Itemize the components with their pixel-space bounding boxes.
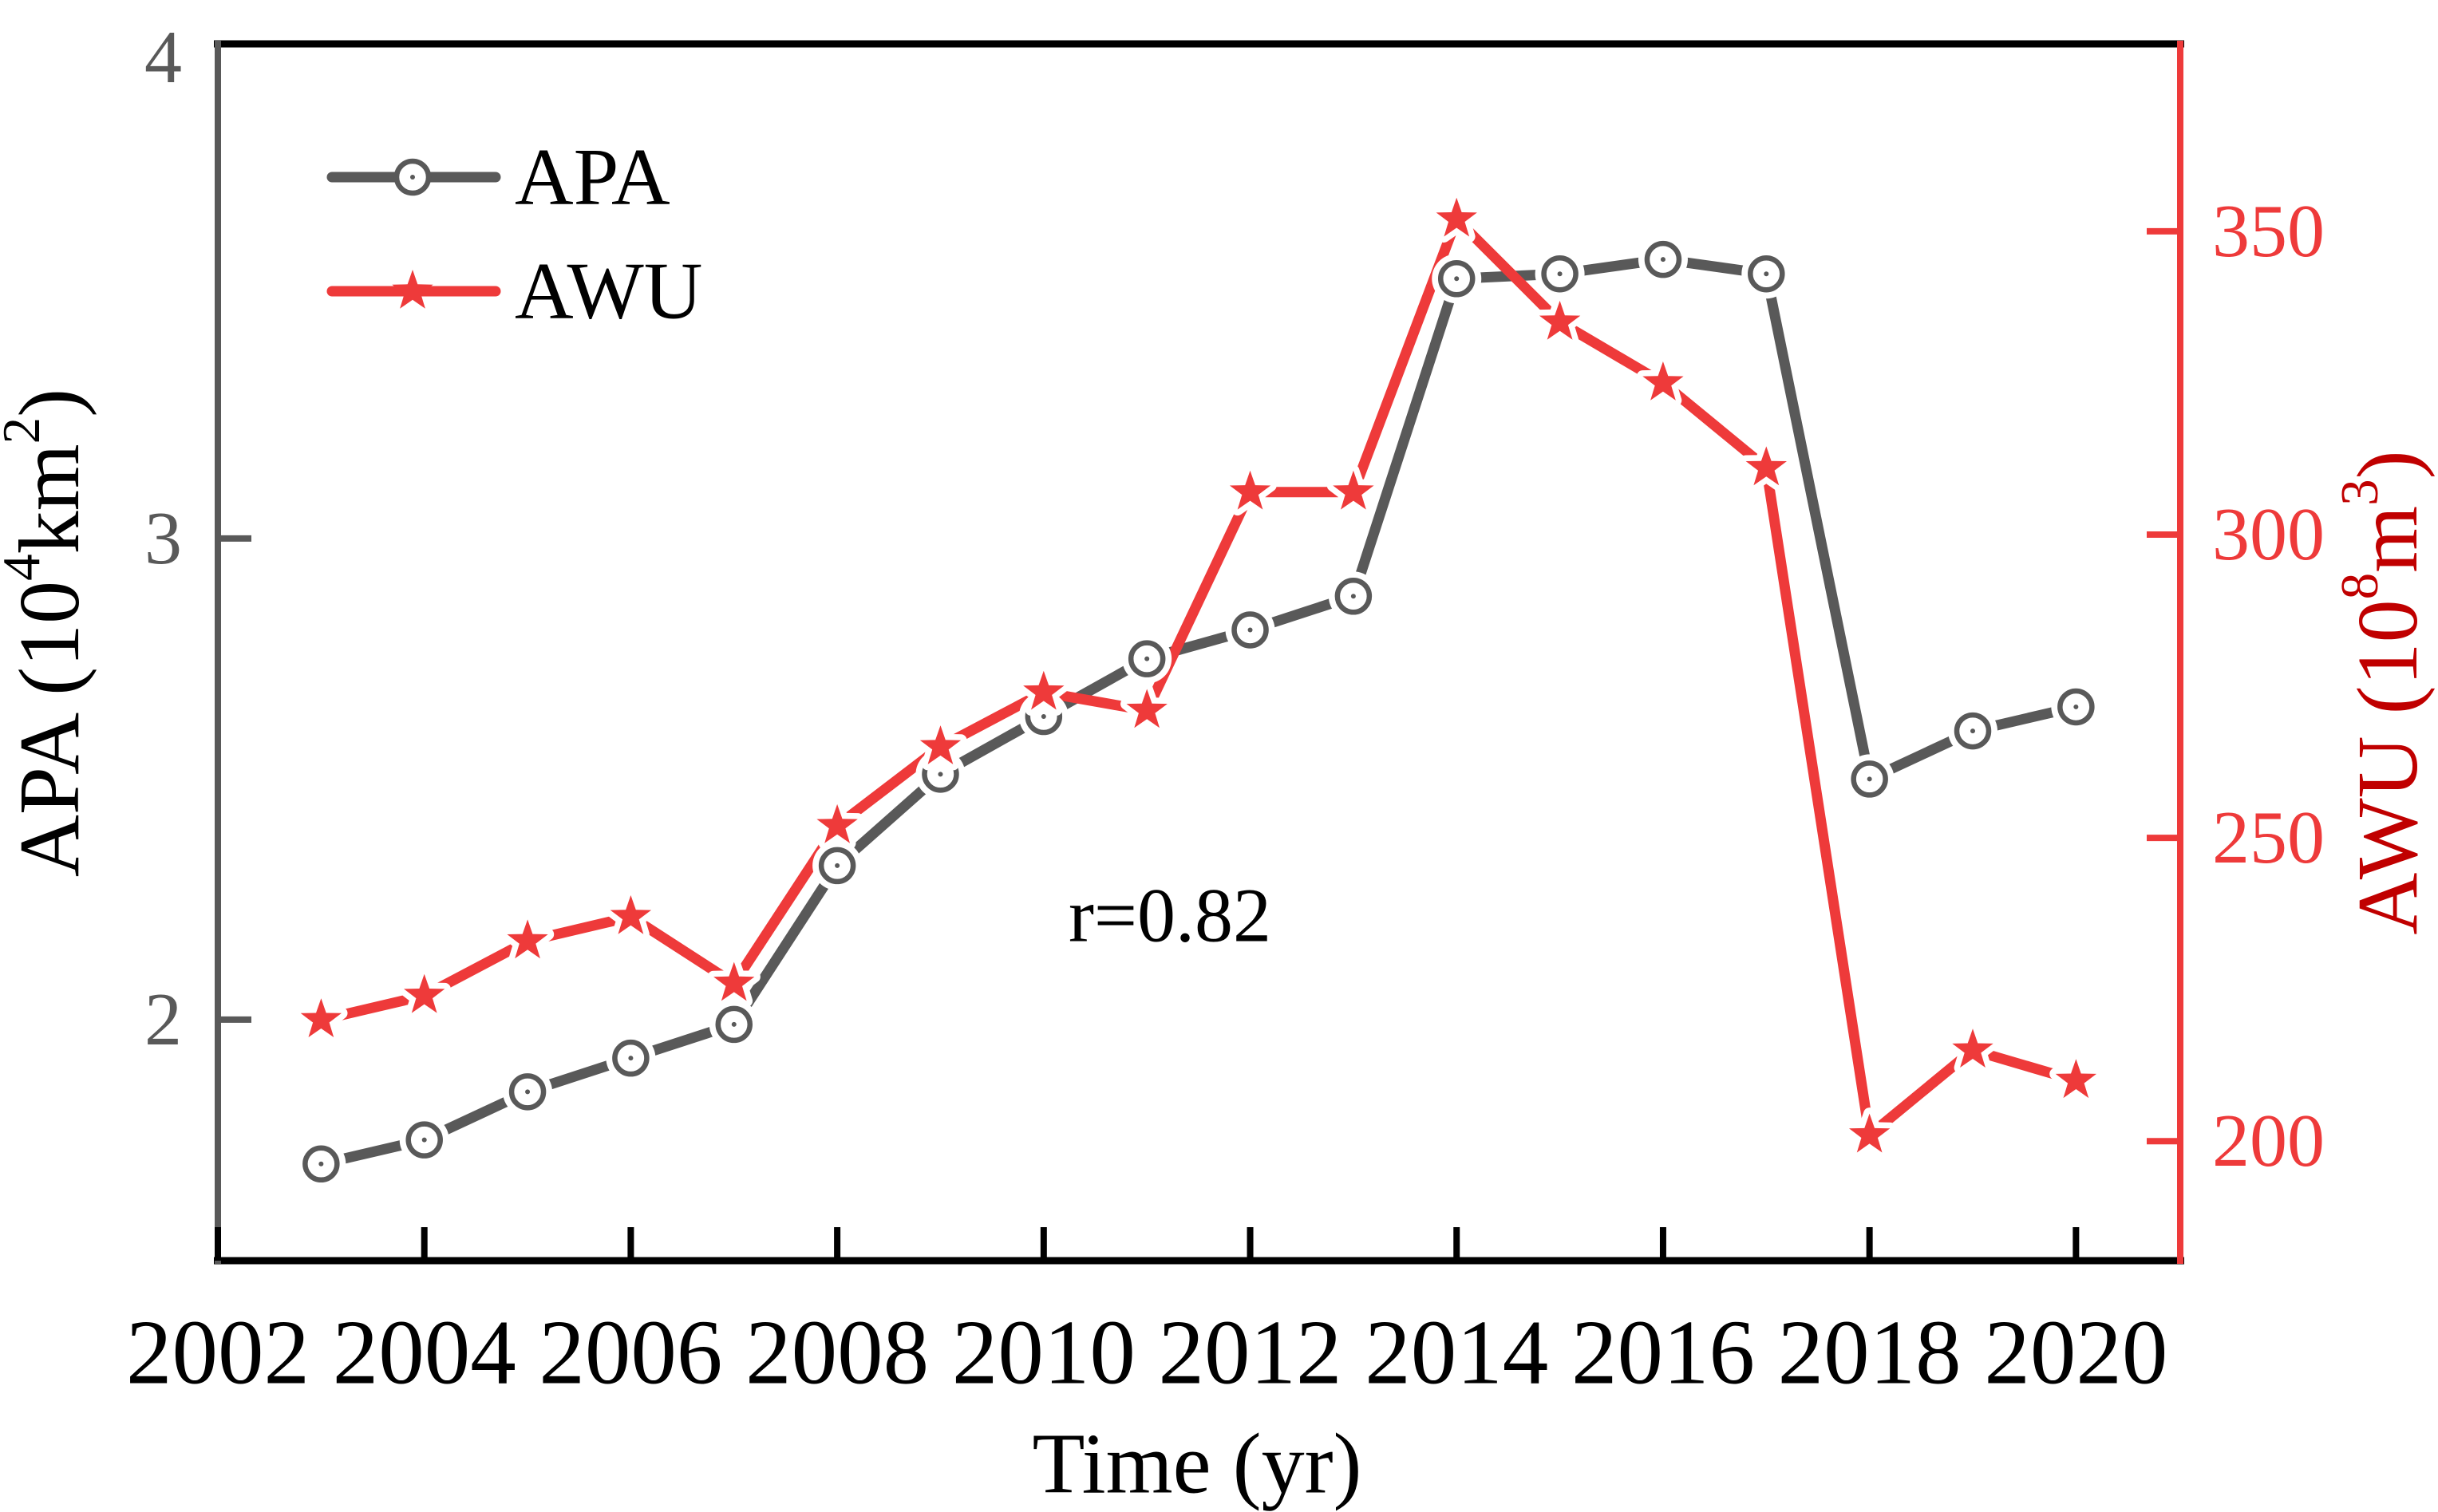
awu-marker-2009 (919, 725, 962, 764)
apa-marker-2013-dot (1350, 594, 1356, 599)
x-tick-label-2020: 2020 (1984, 1302, 2167, 1403)
apa-marker-2011-dot (1144, 656, 1150, 661)
awu-marker-2019 (1952, 1028, 1993, 1068)
right-axis-title-part: 3 (2330, 479, 2389, 506)
apa-marker-2020-dot (2073, 704, 2079, 709)
right-tick-label-300: 300 (2212, 493, 2325, 576)
plot-frame (214, 40, 2184, 1265)
apa-marker-2009-dot (938, 772, 943, 777)
apa-marker-2014-dot (1454, 276, 1460, 282)
awu-marker-2004 (404, 973, 445, 1013)
awu-line (315, 214, 2081, 1141)
legend-label-awu: AWU (515, 247, 702, 337)
awu-marker-2003 (300, 998, 342, 1037)
awu-marker-2017 (1745, 446, 1787, 486)
apa-marker-2007-dot (731, 1021, 737, 1027)
x-tick-label-2018: 2018 (1778, 1302, 1962, 1403)
apa-marker-2006-dot (628, 1056, 634, 1061)
x-axis-ticks: 2002 2004 2006 2008 2010 2012 2014 2016 2018 2020 (126, 1227, 2167, 1403)
apa-marker-2018-dot (1867, 776, 1872, 782)
left-axis-ticks: 2 3 4 (144, 16, 251, 1061)
apa-marker-2008-dot (835, 863, 840, 868)
awu-marker-2012 (1229, 470, 1271, 510)
right-tick-label-200: 200 (2212, 1099, 2325, 1182)
annotation-r-value: r=0.82 (1069, 873, 1271, 958)
apa-markers (296, 235, 2101, 1189)
legend-label-apa: APA (515, 132, 670, 223)
x-tick-label-2016: 2016 (1571, 1302, 1755, 1403)
apa-marker-2015-dot (1557, 271, 1563, 277)
awu-marker-2020 (2055, 1059, 2096, 1099)
apa-marker-2003-dot (318, 1161, 324, 1167)
x-tick-label-2004: 2004 (333, 1302, 516, 1403)
x-axis-title: Time (yr) (1032, 1417, 1361, 1512)
left-axis-title-part: 4 (0, 554, 51, 581)
awu-marker-2005 (507, 919, 548, 959)
right-axis-title-part: ) (2341, 450, 2436, 479)
x-tick-label-2002: 2002 (126, 1302, 310, 1403)
awu-marker-2014 (1436, 197, 1477, 237)
awu-marker-2006 (610, 895, 652, 934)
x-tick-label-2014: 2014 (1365, 1302, 1548, 1403)
legend-star-marker (392, 270, 433, 309)
left-tick-label-3: 3 (144, 497, 182, 580)
right-axis-title-part: m (2341, 506, 2436, 573)
right-axis-title-part: AWU (10 (2341, 599, 2436, 934)
awu-marker-2010 (1023, 670, 1065, 710)
right-axis-title: AWU (108m3) (2330, 450, 2436, 934)
awu-marker-2011 (1126, 689, 1168, 728)
right-axis-title-part: 8 (2330, 573, 2389, 600)
awu-marker-2015 (1539, 300, 1581, 340)
apa-marker-2017-dot (1764, 271, 1769, 277)
x-tick-label-2008: 2008 (745, 1302, 929, 1403)
apa-marker-2010-dot (1041, 714, 1046, 720)
left-axis-title-part: 2 (0, 417, 51, 444)
legend-circle-dot (410, 175, 415, 180)
right-axis-ticks: 200 250 300 350 (2147, 190, 2325, 1182)
apa-marker-2016-dot (1660, 257, 1666, 263)
x-tick-label-2006: 2006 (539, 1302, 722, 1403)
left-tick-label-4: 4 (144, 16, 182, 99)
left-axis-title-part: km (2, 444, 97, 554)
awu-marker-2016 (1642, 361, 1684, 401)
legend (326, 158, 501, 309)
x-tick-label-2010: 2010 (952, 1302, 1136, 1403)
left-tick-label-2: 2 (144, 978, 182, 1061)
apa-marker-2019-dot (1970, 728, 1976, 734)
awu-marker-2018 (1849, 1113, 1891, 1153)
left-axis-title-part: APA (10 (2, 581, 97, 877)
awu-markers (294, 191, 2103, 1159)
series-lines (315, 214, 2081, 1170)
apa-marker-2012-dot (1247, 627, 1253, 633)
apa-marker-2005-dot (525, 1089, 531, 1095)
awu-marker-2008 (816, 803, 858, 843)
x-tick-label-2012: 2012 (1159, 1302, 1342, 1403)
apa-line (315, 254, 2081, 1170)
left-axis-title-part: ) (2, 389, 97, 417)
right-tick-label-350: 350 (2212, 190, 2325, 273)
right-tick-label-250: 250 (2212, 796, 2325, 879)
chart-root: 2002 2004 2006 2008 2010 2012 2014 2016 2018 2020… (0, 16, 2436, 1403)
awu-marker-2013 (1333, 470, 1374, 510)
awu-marker-2007 (713, 961, 755, 1001)
left-axis-title: APA (104km2) (0, 389, 97, 877)
apa-marker-2004-dot (421, 1137, 427, 1143)
